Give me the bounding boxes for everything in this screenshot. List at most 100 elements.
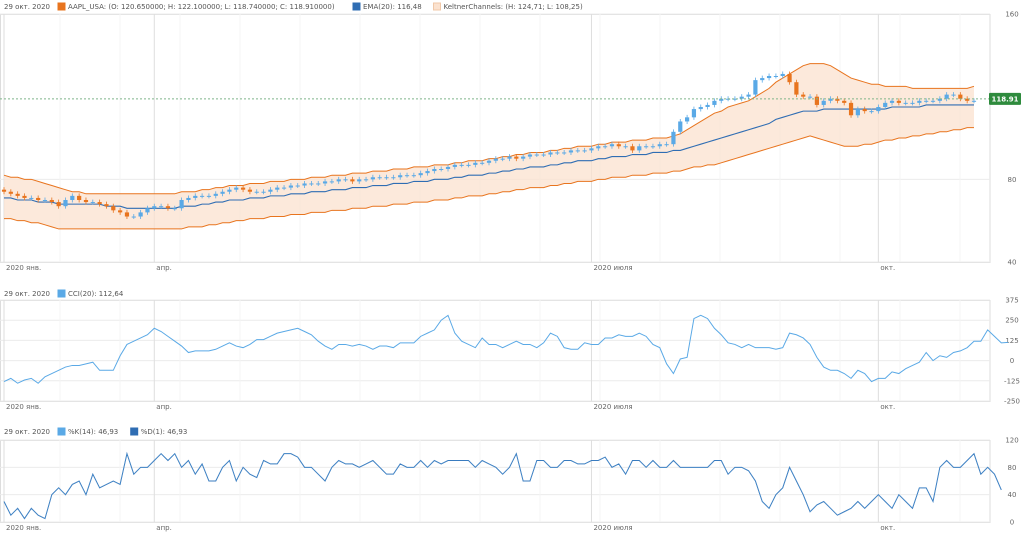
y-tick-label: 0 xyxy=(1010,357,1014,365)
candle-body xyxy=(644,146,649,148)
candle-body xyxy=(821,100,826,105)
candle-body xyxy=(684,117,690,122)
candle-body xyxy=(159,206,164,208)
candle-body xyxy=(111,206,116,211)
candle-body xyxy=(363,179,369,181)
legend-entry: AAPL_USA: (O: 120.650000; H: 122.100000;… xyxy=(68,3,335,11)
candle-body xyxy=(131,216,136,218)
candle-body xyxy=(432,169,437,172)
candle-body xyxy=(404,175,410,177)
candle-body xyxy=(425,171,430,174)
candle-body xyxy=(275,187,280,190)
candle-body xyxy=(357,179,362,182)
keltner-lower-line xyxy=(4,127,974,230)
candle-body xyxy=(193,195,198,198)
x-tick-label: 2020 июля xyxy=(593,264,632,272)
candle-body xyxy=(671,131,676,145)
candle-body xyxy=(664,144,669,146)
panel-frame xyxy=(0,300,991,402)
candle-body xyxy=(398,175,403,178)
legend-entry: %K(14): 46,93 xyxy=(68,428,118,436)
candle-body xyxy=(521,156,526,159)
candle-body xyxy=(295,185,300,187)
candle-body xyxy=(445,166,451,169)
candle-body xyxy=(869,111,874,113)
candle-body xyxy=(42,200,48,201)
candle-body xyxy=(562,152,567,154)
y-tick-label: 120 xyxy=(1005,437,1018,445)
candle-body xyxy=(753,80,758,95)
candle-body xyxy=(582,150,587,152)
candle-body xyxy=(377,177,382,179)
candle-body xyxy=(958,94,963,99)
k-icon xyxy=(57,427,66,436)
candle-body xyxy=(801,94,806,97)
candle-body xyxy=(596,146,601,149)
candle-body xyxy=(746,94,751,97)
candle-body xyxy=(63,200,68,207)
x-tick-label: окт. xyxy=(880,264,895,272)
candle-body xyxy=(780,73,785,76)
candle-body xyxy=(138,212,143,217)
stoch-d-line xyxy=(3,451,1002,520)
candle-body xyxy=(650,146,656,148)
candle-body xyxy=(186,197,191,200)
candle-body xyxy=(473,162,478,165)
candle-body xyxy=(657,144,662,147)
candle-body xyxy=(288,185,294,188)
panel-frame xyxy=(0,440,991,523)
x-tick-label: окт. xyxy=(880,524,895,532)
keltner-icon xyxy=(433,2,441,11)
candle-body xyxy=(855,109,860,116)
candle-body xyxy=(814,96,819,105)
ema-line xyxy=(4,104,974,209)
candle-body xyxy=(316,183,321,185)
y-tick-label: 375 xyxy=(1005,297,1018,305)
candle-body xyxy=(773,76,779,77)
x-tick-label: 2020 янв. xyxy=(6,403,41,411)
candle-body xyxy=(466,164,471,166)
x-tick-label: 2020 янв. xyxy=(6,524,41,532)
candle-body xyxy=(268,189,273,192)
stoch-k-line xyxy=(3,452,1002,520)
candle-body xyxy=(391,177,396,179)
candle-body xyxy=(924,100,929,102)
candle-body xyxy=(439,169,444,170)
last-price-badge xyxy=(989,92,1021,105)
x-tick-label: апр. xyxy=(156,524,172,532)
candle-body xyxy=(459,164,464,166)
y-tick-label: 250 xyxy=(1005,317,1018,325)
candle-body xyxy=(90,202,95,204)
y-tick-label: 160 xyxy=(1005,11,1018,19)
candle-body xyxy=(507,156,512,159)
candle-body xyxy=(343,179,348,181)
candle-body xyxy=(70,195,75,200)
candle-body xyxy=(281,187,287,189)
candle-body xyxy=(937,98,942,101)
candle-body xyxy=(329,181,334,183)
candle-body xyxy=(227,189,232,192)
candle-body xyxy=(603,146,608,148)
candle-body xyxy=(705,104,710,107)
y-tick-label: 0 xyxy=(1010,519,1014,527)
candle-body xyxy=(712,100,717,105)
y-tick-label: -250 xyxy=(1004,398,1020,406)
legend-date: 29 окт. 2020 xyxy=(4,428,50,436)
candle-body xyxy=(411,175,416,177)
candle-body xyxy=(220,191,225,194)
candle-body xyxy=(698,107,703,110)
cci-line xyxy=(3,314,1009,384)
candle-body xyxy=(104,204,109,207)
candle-body xyxy=(691,109,697,118)
candle-body xyxy=(8,191,13,194)
candle-body xyxy=(254,191,259,193)
candle-body xyxy=(309,183,314,185)
candle-body xyxy=(234,187,239,190)
x-tick-label: окт. xyxy=(880,403,895,411)
candle-body xyxy=(240,187,246,190)
candle-body xyxy=(568,150,574,153)
x-tick-label: 2020 июля xyxy=(593,524,632,532)
candle-body xyxy=(172,208,177,210)
